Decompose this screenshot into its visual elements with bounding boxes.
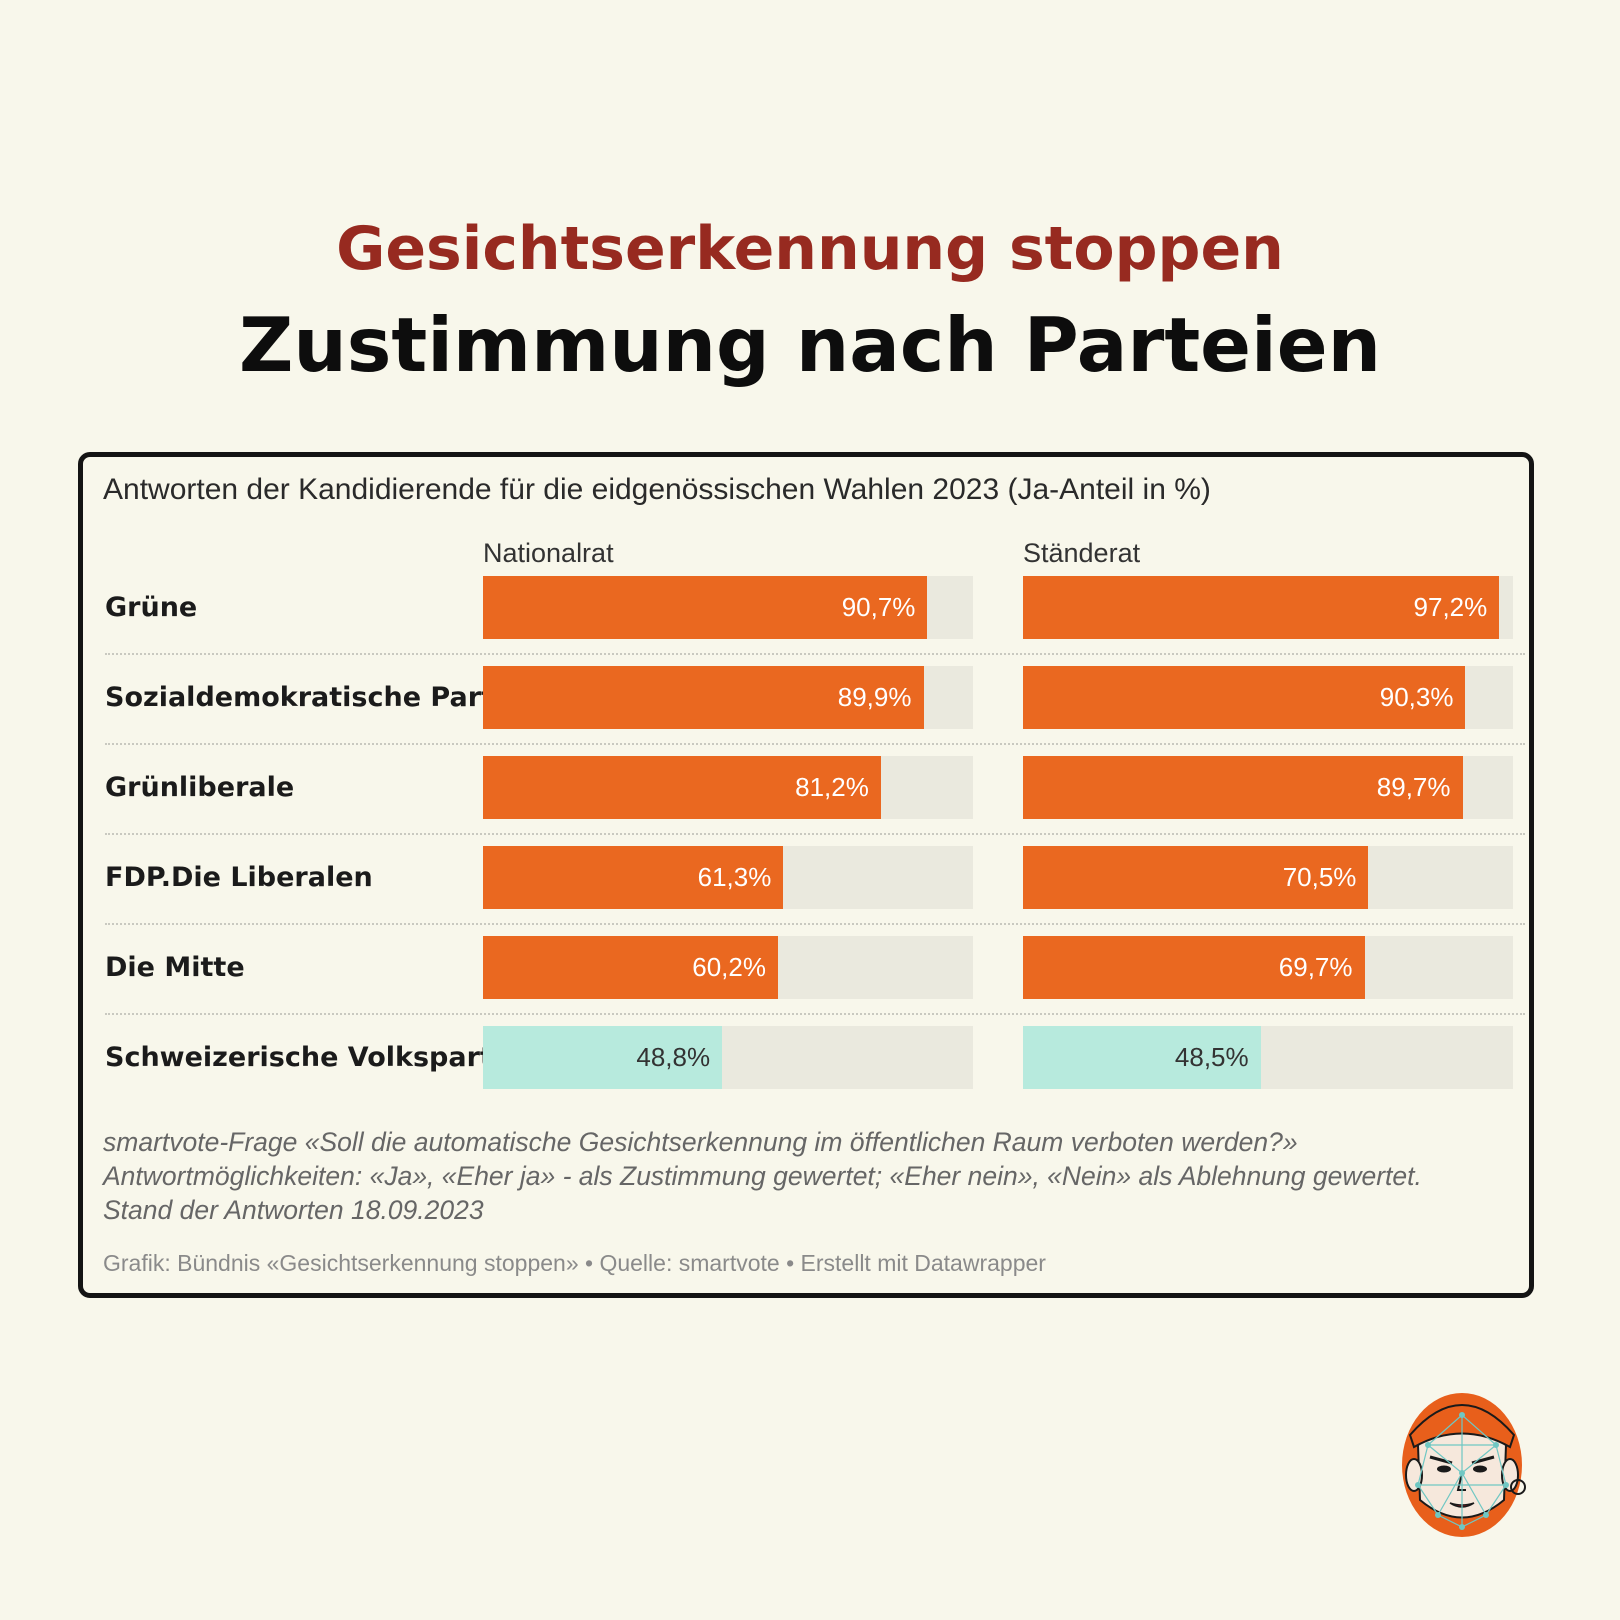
party-label: Die Mitte bbox=[105, 952, 245, 983]
party-label: Grünliberale bbox=[105, 772, 295, 803]
bar: 90,3% bbox=[1023, 666, 1466, 729]
party-row: Die Mitte 60,2% 69,7% bbox=[105, 936, 1525, 1026]
face-recognition-mascot-icon bbox=[1402, 1393, 1526, 1537]
bar: 90,7% bbox=[483, 576, 928, 639]
party-label: FDP.Die Liberalen bbox=[105, 862, 373, 893]
bar-track: 69,7% bbox=[1023, 936, 1513, 999]
headline-title: Zustimmung nach Parteien bbox=[238, 301, 1382, 389]
bar: 61,3% bbox=[483, 846, 784, 909]
note-line: Stand der Antworten 18.09.2023 bbox=[103, 1195, 484, 1225]
bar: 69,7% bbox=[1023, 936, 1365, 999]
bar-track: 89,9% bbox=[483, 666, 973, 729]
bar-track: 89,7% bbox=[1023, 756, 1513, 819]
bar: 48,5% bbox=[1023, 1026, 1261, 1089]
bar-track: 61,3% bbox=[483, 846, 973, 909]
note-line: Antwortmöglichkeiten: «Ja», «Eher ja» - … bbox=[103, 1161, 1422, 1191]
kicker-title: Gesichtserkennung stoppen bbox=[336, 214, 1284, 284]
bar: 81,2% bbox=[483, 756, 881, 819]
bar: 48,8% bbox=[483, 1026, 723, 1089]
party-label: Schweizerische Volkspartei bbox=[105, 1042, 521, 1073]
note-line: smartvote-Frage «Soll die automatische G… bbox=[103, 1127, 1298, 1157]
row-separator bbox=[105, 653, 1525, 655]
bar: 89,7% bbox=[1023, 756, 1463, 819]
row-separator bbox=[105, 743, 1525, 745]
row-separator bbox=[105, 833, 1525, 835]
bar-track: 90,7% bbox=[483, 576, 973, 639]
chart-credit: Grafik: Bündnis «Gesichtserkennung stopp… bbox=[103, 1250, 1046, 1276]
party-label: Sozialdemokratische Partei bbox=[105, 682, 522, 713]
bar: 89,9% bbox=[483, 666, 924, 729]
party-label: Grüne bbox=[105, 592, 198, 623]
bar-track: 90,3% bbox=[1023, 666, 1513, 729]
bar: 97,2% bbox=[1023, 576, 1500, 639]
bar-track: 48,5% bbox=[1023, 1026, 1513, 1089]
bar-track: 48,8% bbox=[483, 1026, 973, 1089]
row-separator bbox=[105, 1013, 1525, 1015]
party-row: Grüne 90,7% 97,2% bbox=[105, 576, 1525, 666]
column-header-nationalrat: Nationalrat bbox=[483, 538, 614, 568]
bar-track: 97,2% bbox=[1023, 576, 1513, 639]
bar: 70,5% bbox=[1023, 846, 1369, 909]
row-separator bbox=[105, 923, 1525, 925]
chart-notes: smartvote-Frage «Soll die automatische G… bbox=[103, 1125, 1422, 1227]
chart-card: Antworten der Kandidierende für die eidg… bbox=[78, 452, 1534, 1298]
party-row: Grünliberale 81,2% 89,7% bbox=[105, 756, 1525, 846]
party-row: Sozialdemokratische Partei 89,9% 90,3% bbox=[105, 666, 1525, 756]
party-row: Schweizerische Volkspartei 48,8% 48,5% bbox=[105, 1026, 1525, 1116]
bar-track: 70,5% bbox=[1023, 846, 1513, 909]
bar-track: 81,2% bbox=[483, 756, 973, 819]
party-row: FDP.Die Liberalen 61,3% 70,5% bbox=[105, 846, 1525, 936]
chart-subtitle: Antworten der Kandidierende für die eidg… bbox=[103, 473, 1211, 506]
column-header-staenderat: Ständerat bbox=[1023, 538, 1141, 568]
chart-rows: Grüne 90,7% 97,2% Sozialdemokratische Parte… bbox=[105, 576, 1525, 1116]
bar-track: 60,2% bbox=[483, 936, 973, 999]
bar: 60,2% bbox=[483, 936, 778, 999]
